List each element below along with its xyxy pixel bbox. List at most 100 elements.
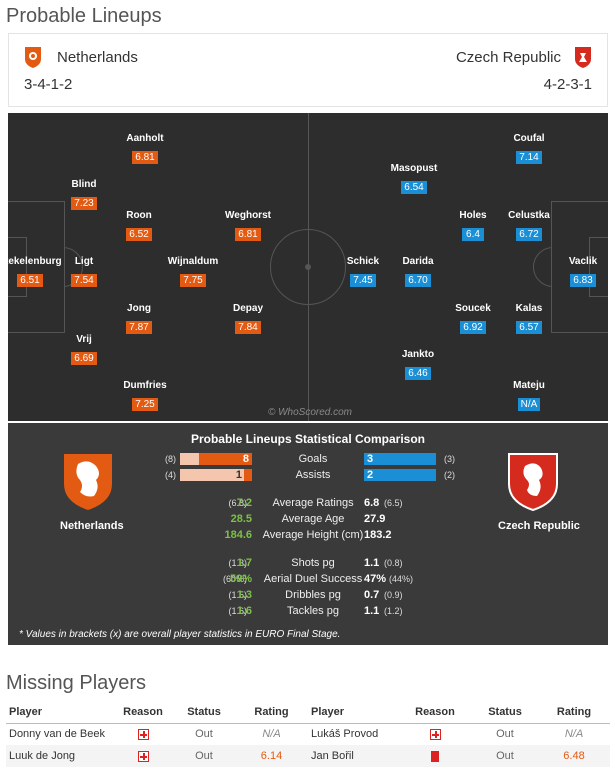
player-blind[interactable]: Blind 7.23 [29,179,139,211]
player-name[interactable]: Jong [127,303,151,314]
shots-row: (1.3) 1.7 Shots pg 1.1 (0.8) [8,556,608,571]
player-name[interactable]: Jankto [401,349,435,360]
player-name[interactable]: Blind [71,179,97,190]
missing-rating: N/A [564,728,584,741]
player-name[interactable]: Schick [346,256,380,267]
avg-age-away: 27.9 [364,513,386,525]
injury-icon [113,745,173,767]
player-name[interactable]: Weghorst [225,210,271,221]
avg-height-away: 183.2 [364,529,392,541]
missing-status: Out [472,745,538,767]
player-name[interactable]: Mateju [513,380,545,391]
missing-player-name[interactable]: Jan Bořil [308,745,398,767]
player-celustka[interactable]: Celustka 6.72 [474,210,584,242]
dribbles-row: (1.5) 1.3 Dribbles pg 0.7 (0.9) [8,588,608,603]
home-formation: 3-4-1-2 [24,76,73,93]
player-name[interactable]: Ligt [74,256,94,267]
player-name[interactable]: Kalas [515,303,543,314]
player-mateju[interactable]: Mateju N/A [474,380,584,412]
player-jong[interactable]: Jong 7.87 [84,303,194,335]
goals-home-fill [199,453,252,465]
dribbles-home-bracket: (1.5) [228,590,247,600]
tackles-home-bracket: (1.6) [228,606,247,616]
tackles-home: 1.6 [236,605,252,617]
player-name[interactable]: Holes [459,210,487,221]
player-rating: 6.4 [462,228,484,241]
assists-away-value: 2 [367,469,374,481]
player-dumfries[interactable]: Dumfries 7.25 [90,380,200,412]
avg-height-row: 184.6 Average Height (cm) 183.2 [8,528,608,543]
col-player: Player [6,701,113,724]
player-darida[interactable]: Darida 6.70 [363,256,473,288]
avg-ratings-home: 7.2 [236,497,252,509]
player-weghorst[interactable]: Weghorst 6.81 [193,210,303,242]
aerial-label: Aerial Duel Success [263,573,363,585]
missing-players-table: Player Reason Status Rating Player Reaso… [6,701,610,767]
tackles-away-bracket: (1.2) [384,606,403,616]
avg-age-label: Average Age [281,513,345,525]
player-name[interactable]: Stekelenburg [8,256,62,267]
player-jankto[interactable]: Jankto 6.46 [363,349,473,381]
dribbles-home: 1.3 [236,589,252,601]
away-formation: 4-2-3-1 [543,76,592,93]
tackles-label: Tackles pg [287,605,339,617]
player-rating: 6.81 [132,151,158,164]
avg-ratings-row: (6.8) 7.2 Average Ratings 6.8 (6.5) [8,496,608,511]
player-name[interactable]: Dumfries [123,380,167,391]
col-status: Status [472,701,538,724]
player-coufal[interactable]: Coufal 7.14 [474,133,584,165]
player-name[interactable]: Wijnaldum [167,256,219,267]
missing-player-name[interactable]: Lukáš Provod [311,728,379,741]
goals-row: (8) 8 Goals 3 (3) [8,452,608,467]
col-status: Status [173,701,235,724]
player-name[interactable]: Masopust [390,163,438,174]
player-depay[interactable]: Depay 7.84 [193,303,303,335]
player-ligt[interactable]: Ligt 7.54 [29,256,139,288]
player-holes[interactable]: Holes 6.4 [418,210,528,242]
player-name[interactable]: Vaclik [568,256,598,267]
avg-height-label: Average Height (cm) [262,529,364,541]
player-rating: 6.46 [405,367,431,380]
player-name[interactable]: Roon [126,210,152,221]
player-vrij[interactable]: Vrij 6.69 [29,334,139,366]
col-reason: Reason [113,701,173,724]
player-name[interactable]: Vrij [76,334,92,345]
player-rating: 6.83 [570,274,596,287]
player-rating: 6.70 [405,274,431,287]
comparison-away-team: Czech Republic [498,520,580,532]
player-rating: 6.69 [71,352,97,365]
player-rating: 6.81 [235,228,261,241]
avg-ratings-home-bracket: (6.8) [228,498,247,508]
stat-comparison: Probable Lineups Statistical Comparison … [8,423,608,645]
player-name[interactable]: Darida [402,256,434,267]
tackles-away: 1.1 [364,605,380,617]
away-penalty-box [551,201,608,333]
player-name[interactable]: Soucek [455,303,491,314]
player-aanholt[interactable]: Aanholt 6.81 [90,133,200,165]
player-masopust[interactable]: Masopust 6.54 [359,163,469,195]
player-stekelenburg[interactable]: Stekelenburg 6.51 [8,256,85,288]
shots-home: 1.7 [236,557,252,569]
assists-away-fill [364,469,436,481]
home-team-name[interactable]: Netherlands [57,49,138,66]
player-name[interactable]: Coufal [513,133,545,144]
player-name[interactable]: Aanholt [126,133,164,144]
player-roon[interactable]: Roon 6.52 [84,210,194,242]
missing-status: Out [195,728,213,741]
player-name[interactable]: Depay [232,303,263,314]
player-schick[interactable]: Schick 7.45 [308,256,418,288]
away-team-name[interactable]: Czech Republic [455,49,561,66]
player-kalas[interactable]: Kalas 6.57 [474,303,584,335]
player-name[interactable]: Celustka [508,210,550,221]
player-wijnaldum[interactable]: Wijnaldum 7.75 [138,256,248,288]
avg-age-home: 28.5 [230,513,252,525]
assists-away-track: 2 [364,469,436,481]
centre-spot [305,264,311,270]
dribbles-label: Dribbles pg [285,589,341,601]
player-soucek[interactable]: Soucek 6.92 [418,303,528,335]
missing-player-name[interactable]: Donny van de Beek [9,728,106,741]
missing-player-name[interactable]: Luuk de Jong [6,745,113,767]
table-row: Donny van de Beek Out N/A Lukáš Provod O… [6,723,610,745]
player-rating: 6.72 [516,228,542,241]
player-vaclik[interactable]: Vaclik 6.83 [528,256,608,288]
